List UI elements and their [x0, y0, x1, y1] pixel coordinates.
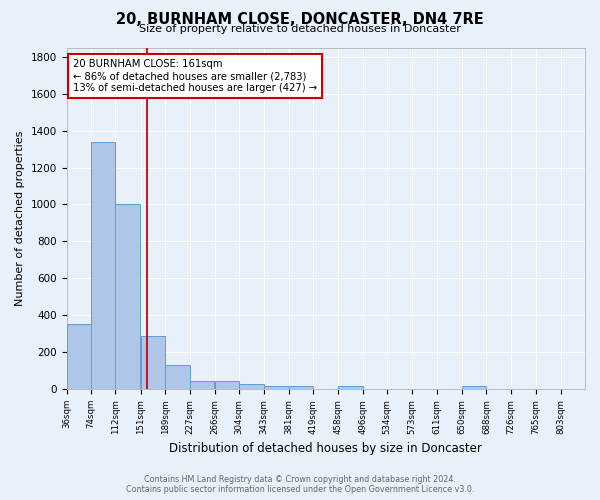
Bar [140, 336, 165, 389]
Bar [215, 381, 239, 389]
Bar [239, 384, 263, 389]
Y-axis label: Number of detached properties: Number of detached properties [15, 130, 25, 306]
Text: 20 BURNHAM CLOSE: 161sqm
← 86% of detached houses are smaller (2,783)
13% of sem: 20 BURNHAM CLOSE: 161sqm ← 86% of detach… [73, 60, 317, 92]
X-axis label: Distribution of detached houses by size in Doncaster: Distribution of detached houses by size … [169, 442, 482, 455]
Bar [190, 381, 214, 389]
Bar [165, 365, 190, 389]
Bar [264, 386, 289, 389]
Text: Contains HM Land Registry data © Crown copyright and database right 2024.
Contai: Contains HM Land Registry data © Crown c… [126, 474, 474, 494]
Text: Size of property relative to detached houses in Doncaster: Size of property relative to detached ho… [139, 24, 461, 34]
Bar [462, 386, 487, 389]
Bar [289, 386, 313, 389]
Bar [67, 324, 91, 389]
Bar [115, 204, 140, 389]
Bar [338, 386, 363, 389]
Bar [91, 142, 115, 389]
Text: 20, BURNHAM CLOSE, DONCASTER, DN4 7RE: 20, BURNHAM CLOSE, DONCASTER, DN4 7RE [116, 12, 484, 28]
